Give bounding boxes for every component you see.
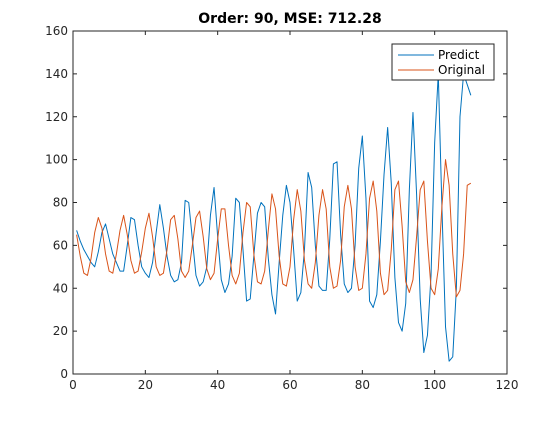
x-tick-label: 60	[282, 378, 297, 392]
x-tick-label: 120	[496, 378, 519, 392]
x-tick-label: 40	[210, 378, 225, 392]
x-tick-label: 100	[423, 378, 446, 392]
legend-label-original: Original	[438, 63, 485, 77]
axes-layer: 0 20 40 60 80 100 120 0 20 40 60 80 100 120 140 160	[45, 24, 518, 392]
series-line-predict	[76, 73, 472, 362]
y-tick-label: 140	[45, 67, 68, 81]
chart-title: Order: 90, MSE: 712.28	[198, 11, 381, 27]
y-tick-label: 80	[53, 196, 68, 210]
y-tick-label: 160	[45, 24, 68, 38]
legend-label-predict: Predict	[438, 48, 480, 62]
y-tick-label: 60	[53, 238, 68, 252]
legend-box	[391, 43, 495, 81]
x-tick-label: 20	[138, 378, 153, 392]
series-line-original	[76, 159, 472, 298]
y-tick-label: 0	[60, 367, 68, 381]
y-tick-label: 120	[45, 110, 68, 124]
series-layer	[76, 73, 472, 362]
x-tick-label: 0	[69, 378, 77, 392]
x-tick-label: 80	[355, 378, 370, 392]
y-tick-label: 40	[53, 281, 68, 295]
y-tick-label: 20	[53, 324, 68, 338]
y-tick-label: 100	[45, 153, 68, 167]
